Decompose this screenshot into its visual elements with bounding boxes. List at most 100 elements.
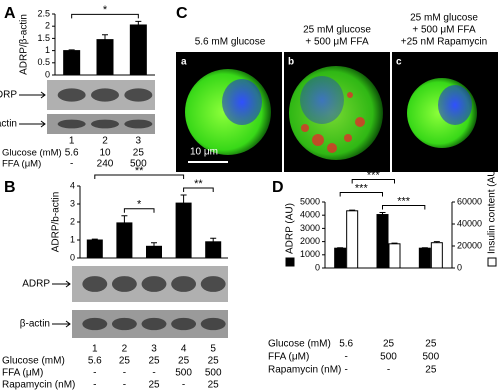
y-tick-label: 2 <box>45 21 50 31</box>
blot-band <box>171 317 197 331</box>
row-value: 500 <box>380 352 397 363</box>
blot-band <box>200 276 226 292</box>
row-label: FFA (μM) <box>2 159 41 170</box>
significance-label: ** <box>135 165 144 177</box>
row-value: 10 <box>99 148 111 159</box>
nucleus <box>438 85 472 125</box>
y2-tick-label: 40000 <box>457 218 482 228</box>
row-value: - <box>152 368 155 379</box>
row-value: - <box>182 380 185 390</box>
micrograph-caption: + 500 μM FFA <box>305 37 369 48</box>
error-bar <box>121 215 128 223</box>
y2-tick-label: 20000 <box>457 240 482 250</box>
y2-tick-label: 0 <box>457 262 462 272</box>
micrograph-caption: 25 mM glucose <box>410 13 478 24</box>
bar <box>146 245 162 259</box>
micrograph-letter: c <box>396 57 402 68</box>
significance-label: *** <box>367 169 381 181</box>
row-value: 25 <box>208 380 220 390</box>
significance-bracket <box>123 208 155 213</box>
error-bar <box>180 194 187 204</box>
y-axis-label: ADRP/β-actin <box>19 14 30 75</box>
row-value: - <box>93 380 96 390</box>
scale-bar-label: 10 μm <box>190 147 218 158</box>
row-value: - <box>93 368 96 379</box>
significance-bracket <box>339 192 383 197</box>
micrograph-caption: + 500 μM FFA <box>412 25 476 36</box>
y-tick-label: 0 <box>315 262 320 272</box>
blot-band <box>111 317 137 331</box>
row-value: 500 <box>422 352 439 363</box>
micrograph-letter: b <box>288 57 294 68</box>
blot-band <box>91 119 119 129</box>
y-tick-label: 5000 <box>300 196 320 206</box>
x-tick-label: 4 <box>181 344 187 355</box>
y-tick-label: 0.5 <box>37 57 50 67</box>
row-value: 240 <box>97 159 114 170</box>
significance-bracket <box>71 13 139 19</box>
blot-band <box>124 119 153 129</box>
y-tick-label: 1 <box>45 45 50 55</box>
row-value: - <box>70 159 73 170</box>
row-label: FFA (μM) <box>2 368 43 379</box>
row-value: 5.6 <box>88 356 102 367</box>
bar <box>116 222 133 259</box>
panel-letter: C <box>176 5 188 22</box>
error-bar <box>391 242 398 244</box>
row-value: 25 <box>425 339 437 350</box>
blot-band <box>82 276 108 292</box>
nucleus <box>300 76 344 124</box>
significance-bracket <box>382 205 426 210</box>
blot-arrow <box>52 280 71 288</box>
micrograph-caption: +25 nM Rapamycin <box>401 37 487 48</box>
legend-label: Insulin content (AU) <box>487 166 498 254</box>
row-value: 25 <box>148 356 160 367</box>
y-tick-label: 2 <box>70 216 75 226</box>
y-tick-label: 1000 <box>300 249 320 259</box>
nucleus <box>222 79 262 125</box>
row-value: 25 <box>178 356 190 367</box>
legend-swatch <box>285 257 295 267</box>
y2-tick-label: 60000 <box>457 196 482 206</box>
blot-arrow <box>19 91 46 99</box>
error-bar <box>91 238 98 240</box>
y-tick-label: 1.5 <box>37 33 50 43</box>
x-tick-label: 2 <box>102 136 108 147</box>
blot-band <box>124 88 153 102</box>
panel-letter: D <box>272 179 284 196</box>
blot-band <box>91 88 119 102</box>
y-tick-label: 2000 <box>300 236 320 246</box>
error-bar <box>135 20 142 25</box>
micrograph-caption: 25 mM glucose <box>303 25 371 36</box>
bar <box>129 24 147 76</box>
significance-bracket <box>351 179 395 184</box>
error-bar <box>102 34 108 40</box>
x-tick-label: 2 <box>122 344 128 355</box>
lipid-droplets <box>301 92 365 153</box>
micrograph-caption: 5.6 mM glucose <box>195 37 266 48</box>
bar <box>175 202 192 259</box>
panel-c: C 10 μm <box>176 5 498 172</box>
blot-band <box>141 317 167 331</box>
y-tick-label: 2.5 <box>37 8 50 18</box>
error-bar <box>210 237 217 242</box>
bar <box>205 241 222 259</box>
row-label: Glucose (mM) <box>2 148 62 159</box>
panel-letter: B <box>4 179 16 196</box>
row-value: - <box>344 365 347 376</box>
error-bar <box>433 241 440 243</box>
blot-label: ADRP <box>22 279 50 290</box>
row-label: Rapamycin (nM) <box>268 365 341 376</box>
row-value: 25 <box>148 380 160 390</box>
micrograph-letter: a <box>181 57 187 68</box>
blot-label: β-actin <box>20 319 50 330</box>
blot-arrow <box>19 120 46 128</box>
row-value: - <box>123 380 126 390</box>
y-tick-label: 3000 <box>300 223 320 233</box>
error-bar <box>68 49 75 51</box>
blot-band <box>57 119 86 129</box>
y-tick-label: 4000 <box>300 210 320 220</box>
y-tick-label: 3 <box>70 198 75 208</box>
blot-band <box>141 276 167 292</box>
